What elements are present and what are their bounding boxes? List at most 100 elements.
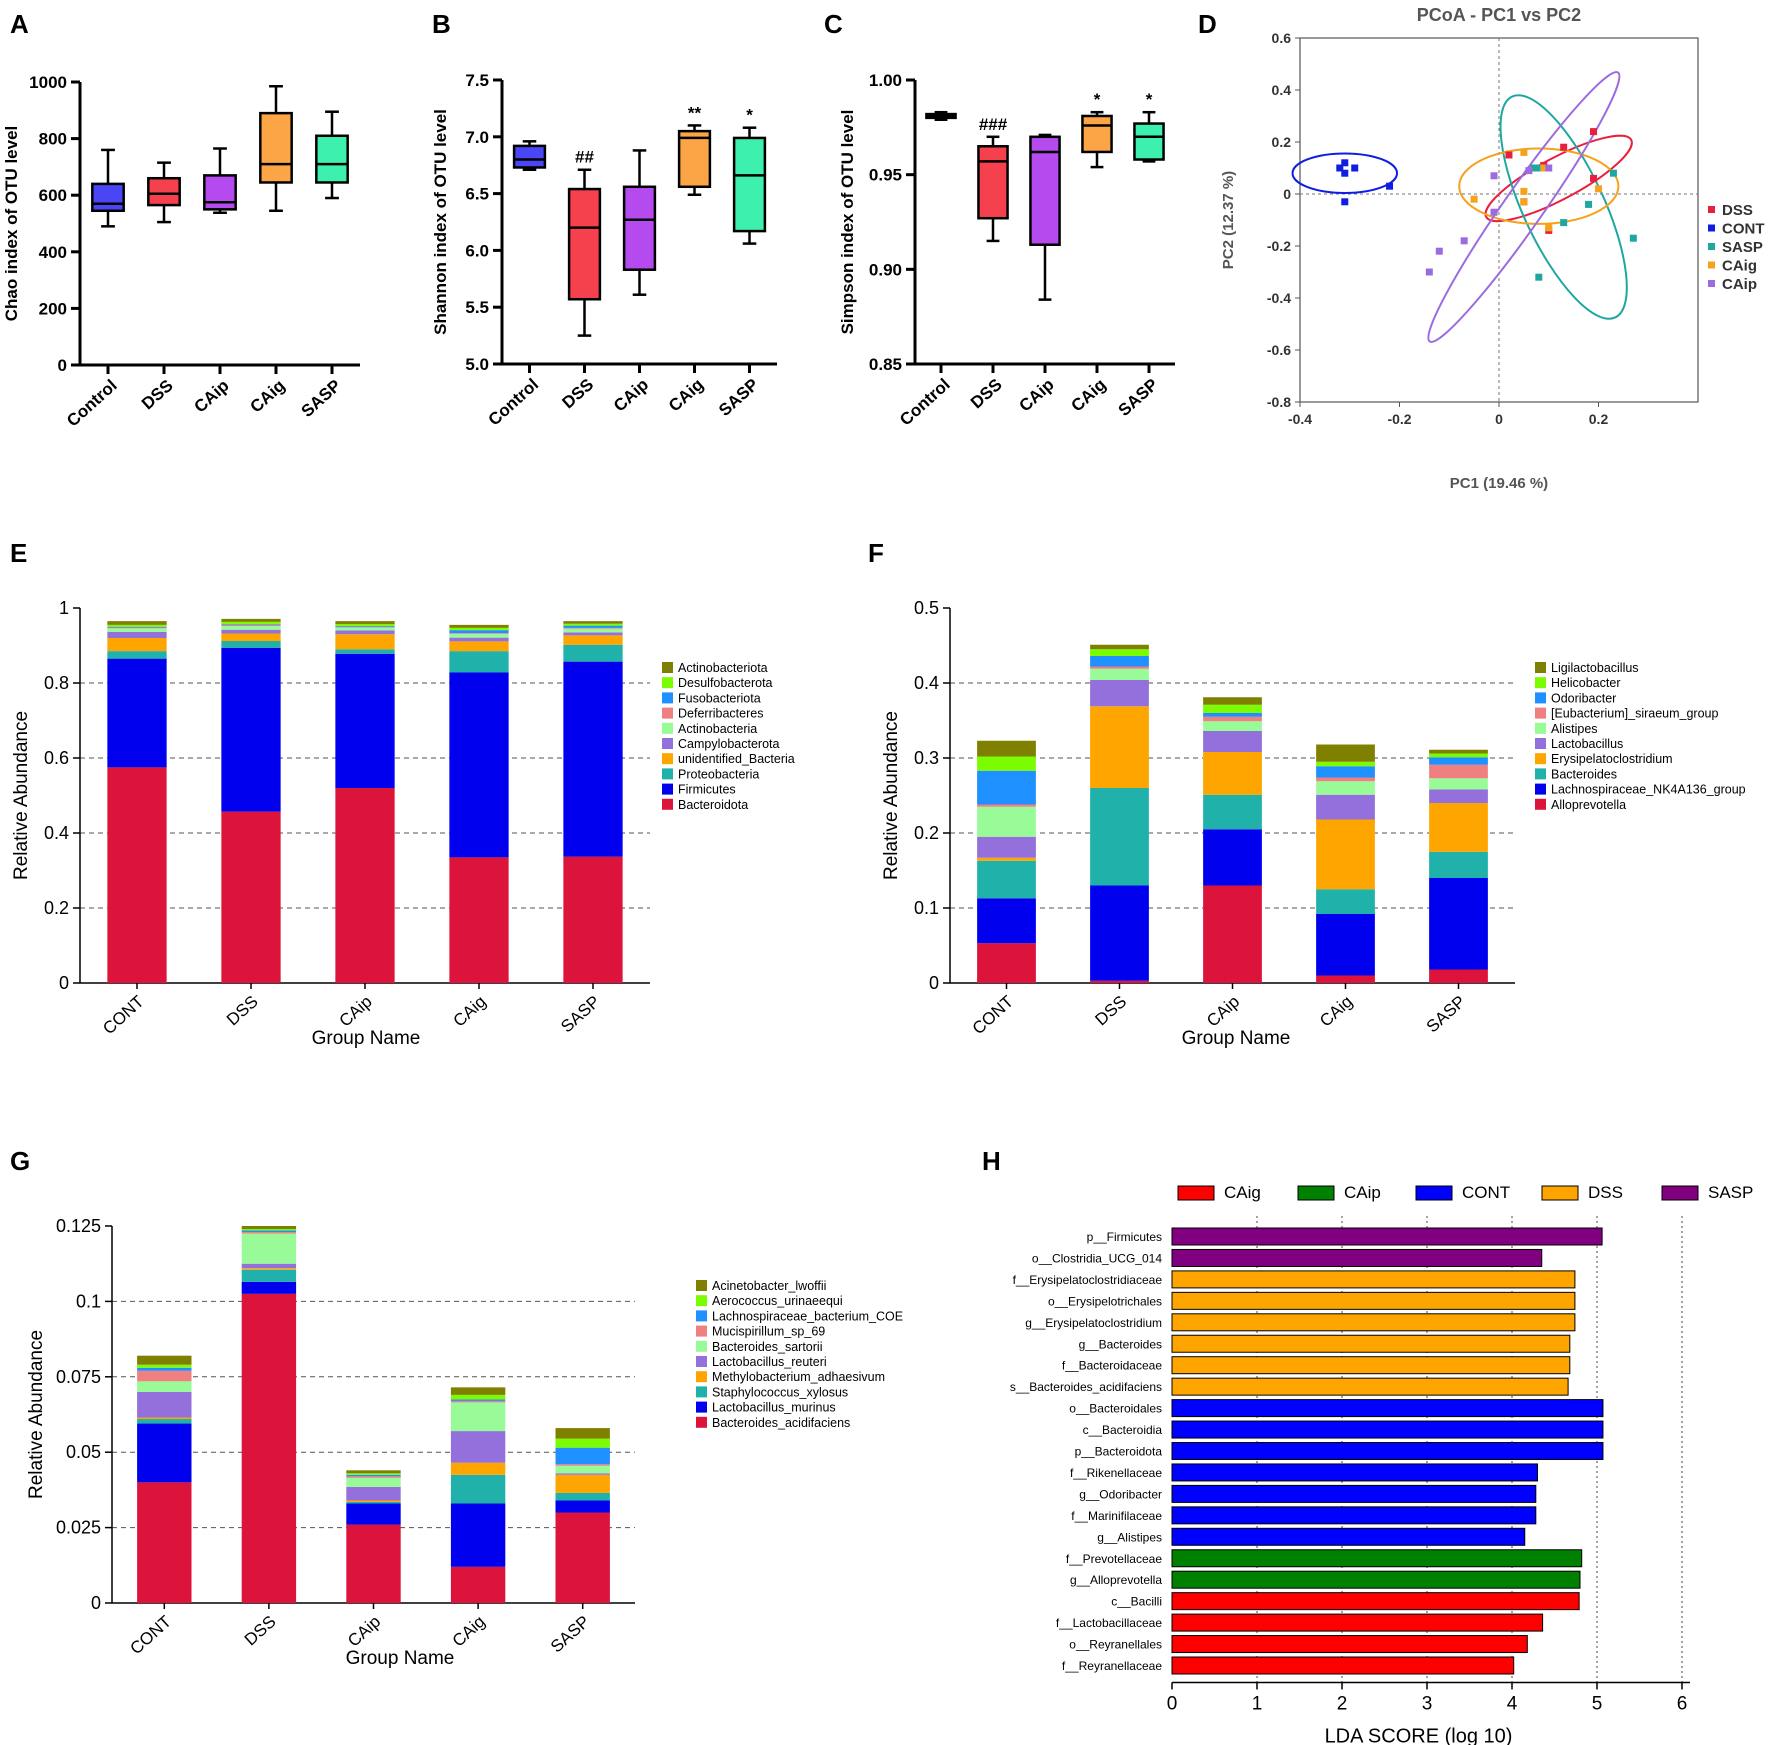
category-label: CAip [610,375,652,416]
bar-segment-proteobacteria [563,644,623,662]
x-tick-label: -0.4 [1288,411,1312,427]
legend-label: Bacteroidota [678,798,748,812]
bar-segment-proteobacteria [335,649,395,654]
category-label: DSS [241,1612,280,1650]
lda-bar-label: p__Bacteroidota [1075,1445,1163,1459]
bar-segment-ligilactobacillus [1090,644,1149,650]
x-axis-label: Group Name [346,1648,455,1669]
bar-segment-bacteroides [1429,851,1488,878]
x-tick-label: 6 [1677,1693,1688,1714]
y-tick-label: 0.05 [66,1442,101,1462]
lda-bar-f__erysipelatoclostridiaceae [1171,1270,1576,1289]
bar-segment-odoribacter [1090,656,1149,667]
bar-segment-methylobacterium_adhaesivum [346,1500,401,1502]
category-label: CONT [969,992,1018,1038]
panel-letter-a: A [10,9,29,39]
legend-swatch [1661,1185,1699,1201]
significance-mark: * [1146,90,1153,109]
y-tick-label: 0.025 [56,1518,101,1538]
y-tick-label: 0.5 [914,598,939,618]
point-sasp [1560,219,1568,227]
y-tick-label: 0.4 [1272,82,1292,98]
legend-swatch [1535,798,1546,810]
legend-swatch [1297,1185,1335,1201]
bar-segment-lactobacillus_reuteri [137,1391,192,1418]
bar-segment-acinetobacter_lwoffii [346,1470,401,1474]
bar-segment-aerococcus_urinaeequi [137,1364,192,1368]
legend-swatch [662,768,673,780]
bar-segment-helicobacter [1316,761,1375,767]
bar-segment-lachnospiraceae_nk4a136_group [977,898,1036,944]
y-tick-label: 5.5 [465,298,489,317]
bar-segment-helicobacter [1203,704,1262,713]
point-cont [1351,164,1359,172]
legend-label: Lactobacillus [1551,737,1623,751]
box-caip [1029,135,1061,246]
legend-swatch [696,1310,707,1322]
stacked-panel-g: 0 0.025 0.05 0.075 0.1 0.125 Relative Abundanc… [26,1216,903,1669]
legend-label: CAip [1344,1183,1381,1202]
x-axis-label: LDA SCORE (log 10) [1325,1725,1513,1745]
bar-segment-acinetobacter_lwoffii [555,1428,610,1439]
legend-swatch [1535,753,1546,765]
category-label: CONT [126,1612,175,1658]
y-tick-label: 800 [39,130,67,149]
bar-segment-bacteroides_acidifaciens [555,1512,610,1603]
panel-letter-c: C [824,9,843,39]
legend-swatch [662,798,673,810]
legend-label: DSS [1588,1183,1623,1202]
y-tick-label: 0.075 [56,1367,101,1387]
y-tick-label: 0.1 [914,898,939,918]
y-tick-label: 600 [39,186,67,205]
lda-bar-label: g__Bacteroides [1079,1337,1162,1351]
bar-segment-campylobacterota [107,632,167,638]
bar-segment-lactobacillus [1316,794,1375,820]
panel-letter-f: F [868,538,884,568]
category-label: CONT [99,992,148,1038]
legend-label: Lachnospiraceae_bacterium_COE [712,1309,903,1323]
legend-marker [1708,224,1715,232]
bar-segment-erysipelatoclostridium [1316,819,1375,890]
y-tick-label: 0.3 [914,748,939,768]
category-label: DSS [138,376,177,414]
box-sasp [732,136,767,233]
legend-label: Methylobacterium_adhaesivum [712,1370,885,1384]
lda-bar-o__reyranellales [1171,1635,1528,1654]
legend-label: Bacteroides_sartorii [712,1340,822,1354]
category-label: CAig [449,1612,489,1651]
bar-segment-desulfobacterota [335,624,395,626]
lda-bar-label: f__Rikenellaceae [1070,1466,1162,1480]
bar-segment-campylobacterota [449,637,509,642]
box-caip [622,185,657,271]
lda-bar-s__bacteroides_acidifaciens [1171,1377,1569,1396]
point-caig [1545,224,1553,232]
point-caip [1525,167,1533,175]
box-sasp [315,134,349,184]
legend-label: Actinobacteria [678,722,757,736]
bar-segment-actinobacteria [221,626,281,630]
bar-segment-aerococcus_urinaeequi [450,1394,506,1400]
y-axis-label: Relative Abundance [26,1330,47,1499]
y-axis-label: Shannon index of OTU level [431,109,450,335]
y-tick-label: 0.4 [914,673,939,693]
y-axis-label: Simpson index of OTU level [838,110,857,335]
y-tick-label: 0.6 [44,748,69,768]
point-dss [1505,151,1513,159]
category-label: CAip [344,1612,384,1651]
bar-segment-lactobacillus_murinus [346,1503,401,1525]
box-control [91,182,125,213]
bar-segment-lactobacillus [1203,731,1262,752]
point-dss [1590,174,1598,182]
bar-segment-firmicutes [221,647,281,812]
panel-letter-h: H [982,1146,1001,1176]
y-tick-label: -0.2 [1267,238,1291,254]
point-cont [1341,169,1349,177]
lda-bar-g__odoribacter [1171,1484,1537,1503]
bar-segment-lactobacillus_reuteri [555,1473,610,1475]
category-label: DSS [1091,992,1130,1030]
bar-segment-lactobacillus_reuteri [346,1486,401,1501]
category-label: SASP [715,375,762,420]
bar-segment-actinobacteriota [335,621,395,625]
significance-mark: ## [575,148,594,167]
legend-label: Odoribacter [1551,691,1616,705]
